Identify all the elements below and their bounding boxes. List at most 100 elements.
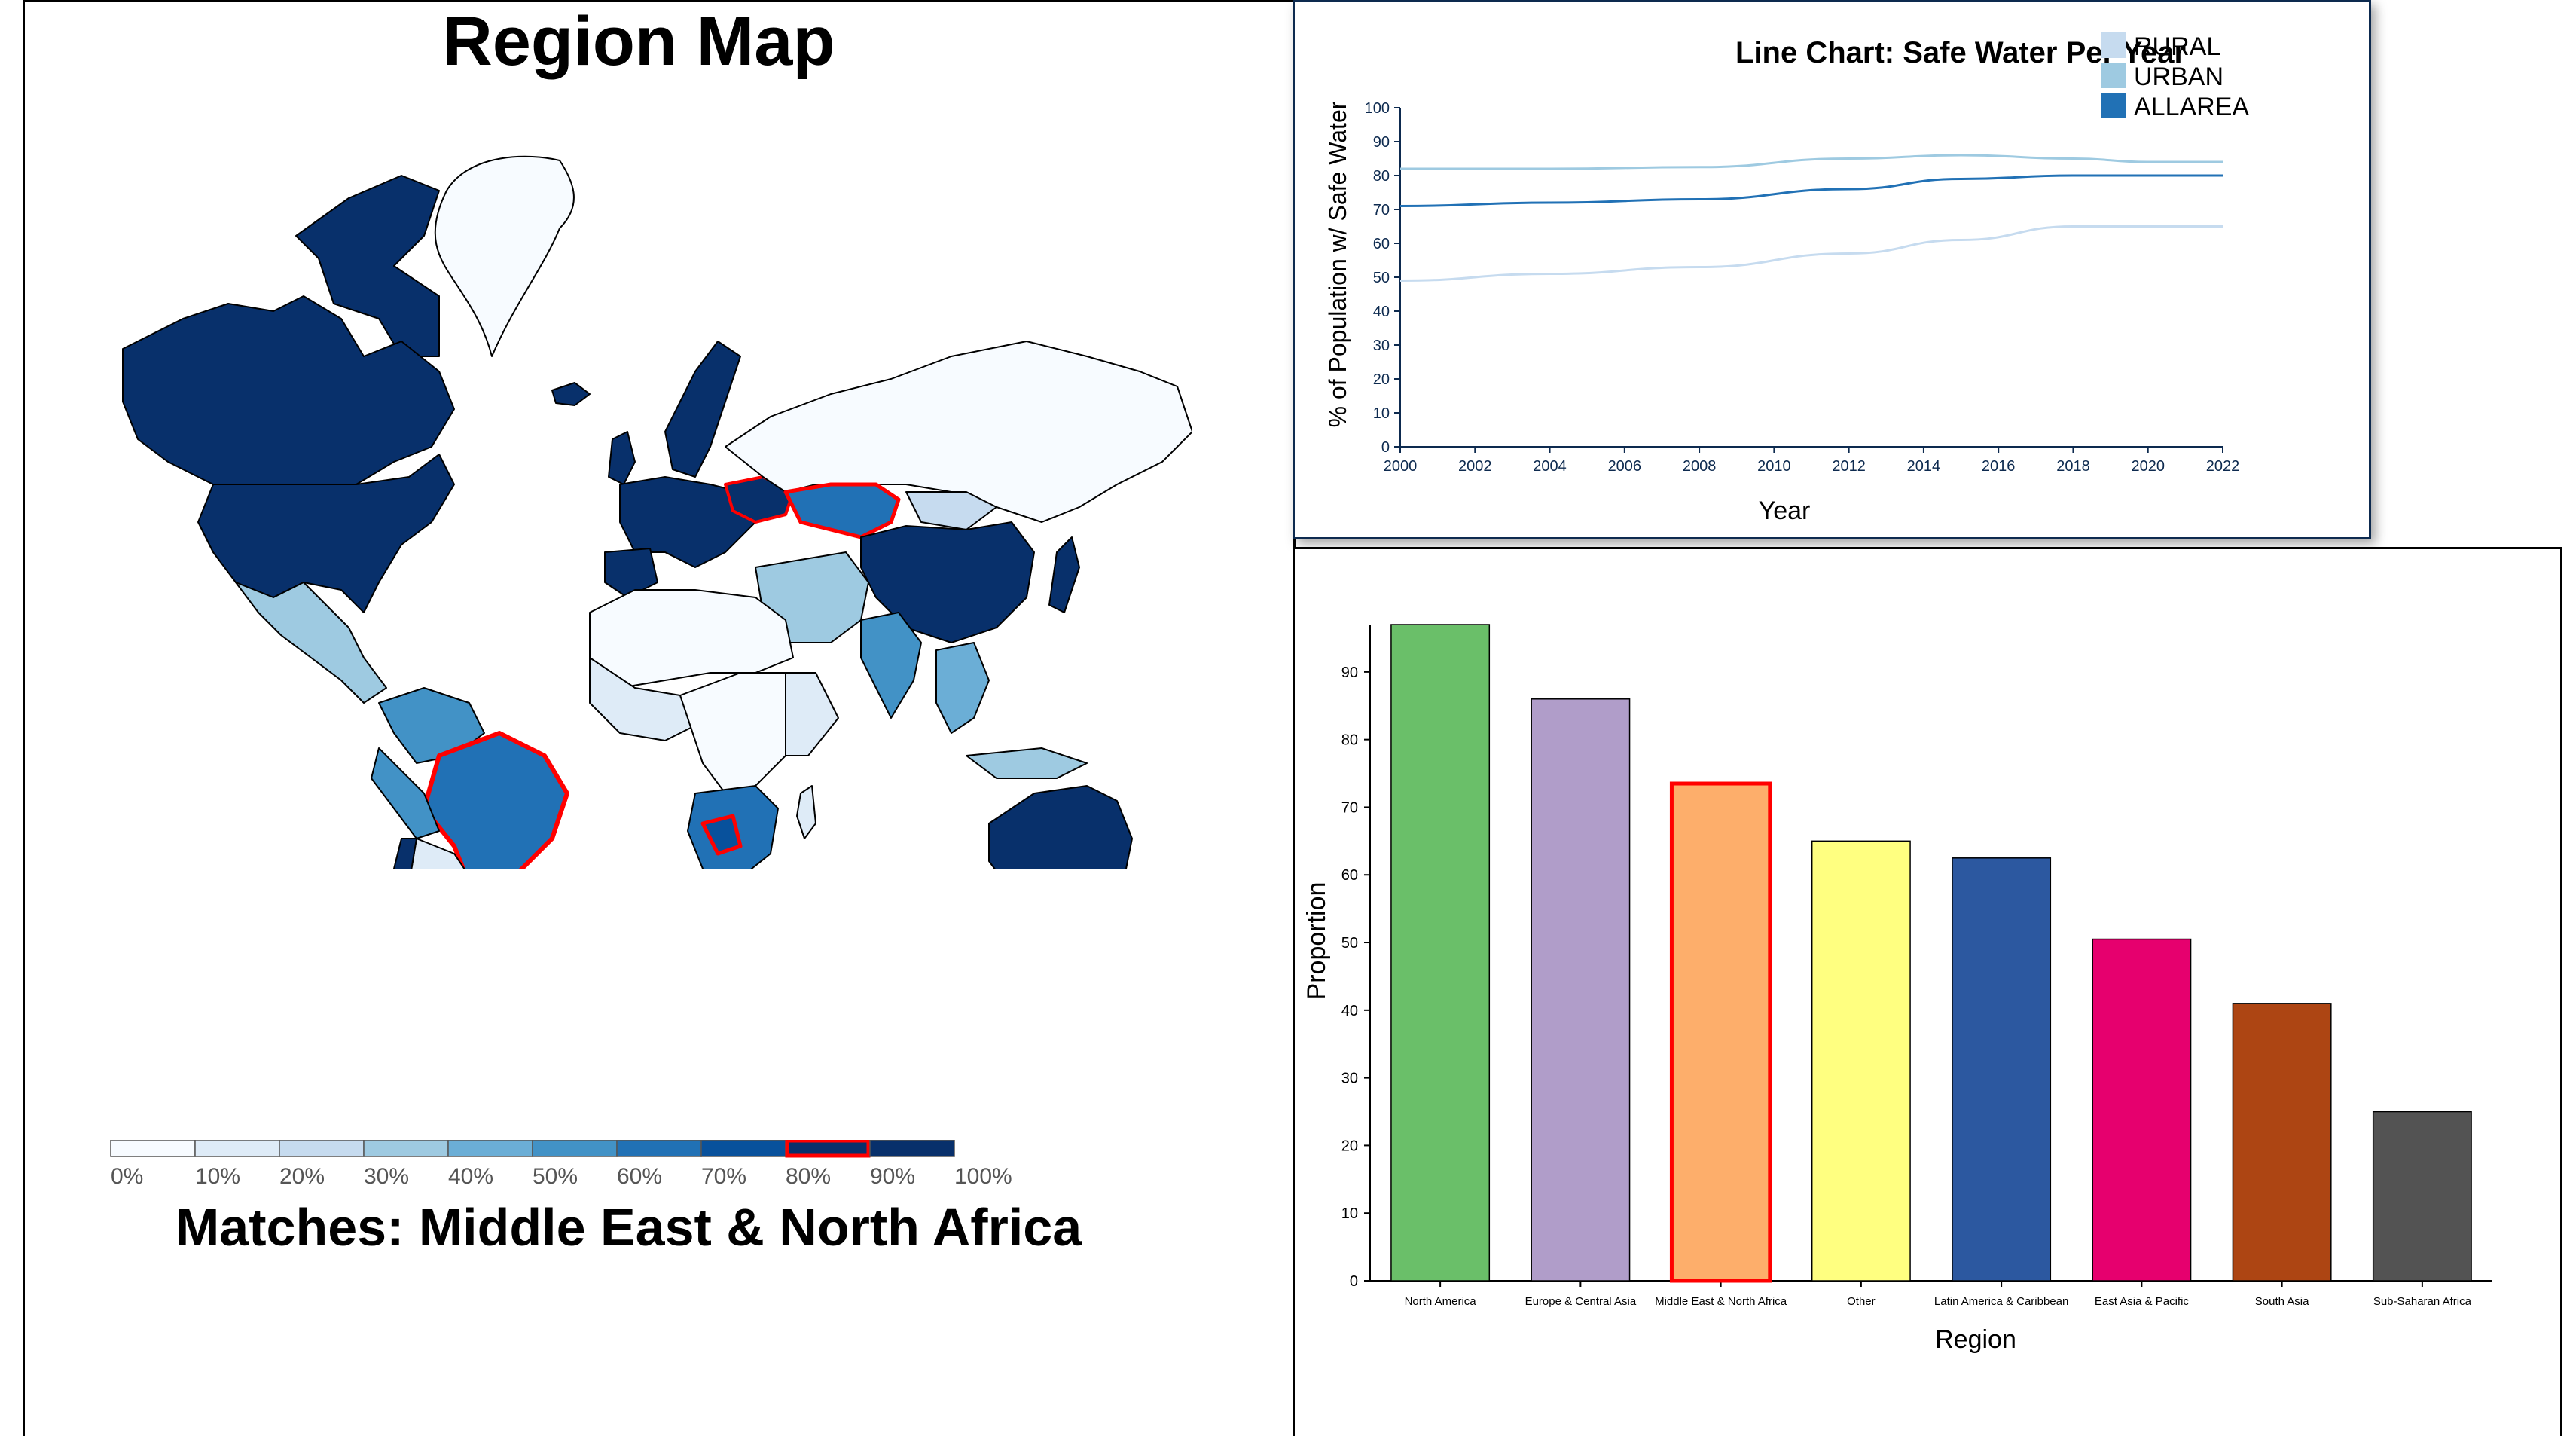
line-y-tick-label: 50 (1373, 270, 1390, 286)
line-chart[interactable]: Line Chart: Safe Water Per Year RURAL UR… (1295, 2, 2369, 537)
country-greenland[interactable] (434, 155, 575, 357)
line-y-tick-label: 10 (1373, 405, 1390, 422)
legend-label-allarea: ALLAREA (2134, 93, 2249, 121)
country-chile[interactable] (386, 838, 424, 869)
country-western-europe[interactable] (619, 476, 756, 568)
line-x-tick-label: 2010 (1757, 458, 1791, 475)
bar-y-tick-label: 50 (1341, 935, 1358, 952)
country-china[interactable] (860, 521, 1035, 643)
legend-bin-90%[interactable] (869, 1140, 955, 1157)
legend-swatch-allarea (2101, 93, 2126, 118)
country-canada[interactable] (122, 295, 455, 485)
country-canada-islands[interactable] (295, 175, 440, 357)
legend-bin-20%[interactable] (279, 1140, 365, 1157)
line-x-tick-label: 2006 (1608, 458, 1642, 475)
country-argentina[interactable] (401, 838, 484, 869)
country-australia[interactable] (988, 785, 1133, 869)
legend-highlight (785, 1140, 871, 1158)
country-japan[interactable] (1048, 536, 1080, 613)
series-line-allarea[interactable] (1399, 174, 2223, 207)
bar-x-axis-label: Region (1935, 1325, 2016, 1354)
line-y-tick-label: 40 (1373, 304, 1390, 320)
country-east-africa[interactable] (785, 672, 839, 756)
line-y-axis-label: % of Population w/ Safe Water (1324, 101, 1351, 427)
line-x-tick-label: 2008 (1683, 458, 1717, 475)
line-y-tick-label: 0 (1381, 439, 1390, 456)
line-y-tick-label: 20 (1373, 371, 1390, 388)
line-x-axis-label: Year (1759, 496, 1811, 525)
legend-label-urban: URBAN (2134, 63, 2223, 91)
map-legend[interactable]: 0% 10% 20% 30% 40% 50% 60% 70% 80% 90% 100% (85, 1140, 1079, 1200)
legend-bin-40%[interactable] (447, 1140, 533, 1157)
legend-tick-label: 70% (701, 1164, 746, 1189)
country-south-africa-highlight[interactable] (700, 814, 743, 856)
bar-y-axis-label: Proportion (1302, 882, 1331, 1001)
country-indonesia[interactable] (966, 747, 1088, 779)
bar-europe-central-asia[interactable] (1531, 698, 1631, 1282)
line-x-tick-label: 2004 (1533, 458, 1567, 475)
legend-tick-label: 50% (533, 1164, 578, 1189)
line-chart-panel: Line Chart: Safe Water Per Year RURAL UR… (1293, 0, 2371, 539)
bar-y-tick-label: 80 (1341, 732, 1358, 749)
bar-y-tick-label: 0 (1350, 1273, 1358, 1290)
legend-tick-label: 60% (617, 1164, 662, 1189)
legend-bin-10%[interactable] (194, 1140, 280, 1157)
line-x-tick-label: 2022 (2206, 458, 2240, 475)
bar-middle-east-north-africa[interactable] (1669, 781, 1772, 1283)
bar-chart[interactable]: 0 10 20 30 40 50 60 70 80 90 North America Europe &… (1295, 549, 2560, 1438)
bar-y-tick-label: 90 (1341, 664, 1358, 681)
bar-y-tick-label: 70 (1341, 799, 1358, 816)
legend-bin-70%[interactable] (700, 1140, 786, 1157)
legend-tick-label: 0% (111, 1164, 143, 1189)
country-mexico[interactable] (235, 582, 387, 704)
country-iceland[interactable] (551, 382, 591, 406)
bar-x-tick-label: Sub-Saharan Africa (2373, 1295, 2472, 1308)
line-x-tick-label: 2018 (2056, 458, 2090, 475)
legend-bin-60%[interactable] (616, 1140, 702, 1157)
bar-x-tick-label: North America (1405, 1295, 1477, 1308)
bar-x-tick-label: Latin America & Caribbean (1934, 1295, 2068, 1308)
legend-bin-50%[interactable] (532, 1140, 618, 1157)
line-y-tick-label: 100 (1365, 100, 1390, 117)
line-y-tick-label: 90 (1373, 134, 1390, 151)
country-west-africa[interactable] (589, 657, 696, 741)
line-y-tick-label: 70 (1373, 202, 1390, 218)
legend-tick-label: 40% (448, 1164, 493, 1189)
bar-y-tick-label: 20 (1341, 1138, 1358, 1154)
bar-y-tick-label: 30 (1341, 1071, 1358, 1087)
country-southeast-asia[interactable] (935, 642, 990, 734)
bar-x-tick-label: Other (1847, 1295, 1876, 1308)
country-uk[interactable] (608, 431, 636, 485)
country-kazakhstan[interactable] (783, 482, 901, 539)
line-y-tick-label: 30 (1373, 338, 1390, 354)
legend-tick-label: 100% (954, 1164, 1012, 1189)
legend-bin-30%[interactable] (363, 1140, 449, 1157)
series-line-urban[interactable] (1400, 154, 2223, 170)
bar-other[interactable] (1811, 840, 1911, 1282)
world-map[interactable] (47, 130, 1192, 869)
series-line-rural[interactable] (1399, 225, 2223, 282)
legend-bin-0%[interactable] (110, 1140, 196, 1157)
country-scandinavia[interactable] (664, 341, 741, 478)
country-mongolia[interactable] (905, 491, 997, 530)
line-x-tick-label: 2012 (1832, 458, 1866, 475)
bar-chart-panel: 0 10 20 30 40 50 60 70 80 90 North America Europe &… (1293, 547, 2562, 1436)
bar-north-america[interactable] (1390, 624, 1491, 1282)
legend-tick-label: 10% (195, 1164, 240, 1189)
legend-label-rural: RURAL (2134, 32, 2220, 61)
bar-south-asia[interactable] (2232, 1003, 2332, 1282)
matches-label: Matches: Middle East & North Africa (175, 1198, 1082, 1257)
country-india[interactable] (860, 612, 922, 719)
country-usa[interactable] (197, 454, 455, 613)
legend-swatch-rural (2101, 32, 2126, 58)
bar-east-asia-pacific[interactable] (2092, 938, 2192, 1282)
region-map-panel: Region Map (23, 0, 1296, 1436)
line-x-tick-label: 2020 (2131, 458, 2165, 475)
country-madagascar[interactable] (796, 785, 816, 839)
line-y-tick-label: 60 (1373, 236, 1390, 252)
line-y-tick-label: 80 (1373, 168, 1390, 185)
bar-x-tick-label: Europe & Central Asia (1525, 1295, 1637, 1308)
country-brazil[interactable] (422, 731, 569, 869)
bar-latin-america-caribbean[interactable] (1952, 857, 2052, 1282)
bar-sub-saharan-africa[interactable] (2372, 1111, 2472, 1282)
